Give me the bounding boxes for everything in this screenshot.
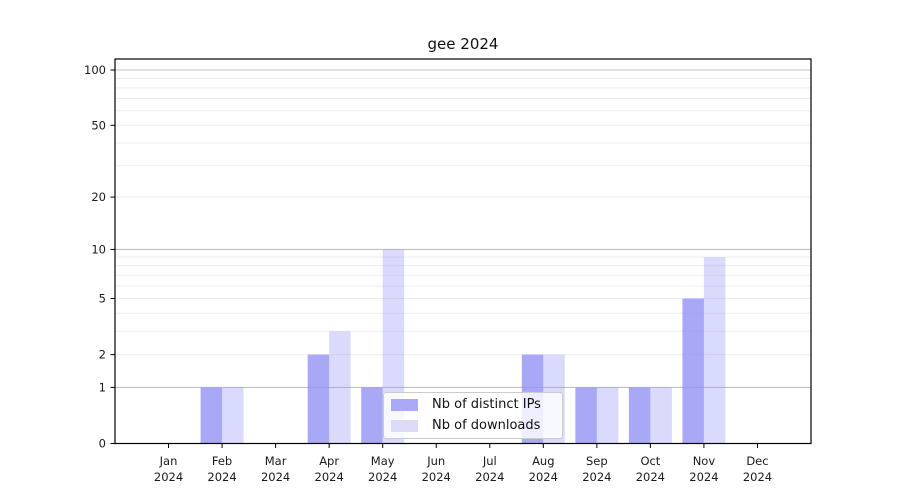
legend-item-distinct-ips: Nb of distinct IPs bbox=[389, 397, 556, 413]
x-tick-label-month: Jul bbox=[482, 454, 497, 468]
x-tick-label-month: Jan bbox=[159, 454, 178, 468]
x-tick-label-year: 2024 bbox=[529, 470, 558, 484]
x-tick-label-year: 2024 bbox=[475, 470, 504, 484]
chart-title: gee 2024 bbox=[427, 35, 499, 53]
x-tick-label-month: Sep bbox=[586, 454, 608, 468]
bar-downloads-nov bbox=[703, 257, 726, 444]
x-tick-label-month: Nov bbox=[693, 454, 716, 468]
plot-border bbox=[114, 58, 812, 445]
bar-downloads-oct bbox=[650, 387, 672, 444]
bar-downloads-apr bbox=[329, 331, 351, 444]
x-tick-label-year: 2024 bbox=[689, 470, 718, 484]
x-tick-label-year: 2024 bbox=[315, 470, 344, 484]
legend-item-downloads: Nb of downloads bbox=[389, 418, 556, 434]
bar-distinct-ips-sep bbox=[575, 387, 597, 444]
bar-distinct-ips-feb bbox=[200, 387, 223, 444]
y-tick-label: 1 bbox=[99, 380, 106, 394]
x-tick-label-year: 2024 bbox=[368, 470, 397, 484]
x-tick-label-month: Jun bbox=[426, 454, 445, 468]
bar-distinct-ips-apr bbox=[307, 354, 330, 444]
x-tick-label-month: Dec bbox=[746, 454, 768, 468]
x-tick-label-year: 2024 bbox=[422, 470, 451, 484]
x-tick-label-year: 2024 bbox=[743, 470, 772, 484]
bar-distinct-ips-oct bbox=[628, 387, 651, 444]
x-tick-label-month: Aug bbox=[532, 454, 554, 468]
y-tick-label: 2 bbox=[99, 348, 106, 362]
legend-swatch-downloads-icon bbox=[391, 420, 418, 432]
x-tick-label-year: 2024 bbox=[207, 470, 236, 484]
x-tick-label-year: 2024 bbox=[636, 470, 665, 484]
legend-label-distinct-ips: Nb of distinct IPs bbox=[432, 397, 541, 412]
x-tick-label-month: Oct bbox=[640, 454, 660, 468]
y-tick-label: 20 bbox=[91, 190, 106, 204]
x-tick-label-month: Feb bbox=[212, 454, 232, 468]
y-tick-label: 100 bbox=[84, 63, 106, 77]
y-tick-label: 50 bbox=[91, 118, 106, 132]
legend: Nb of distinct IPs Nb of downloads bbox=[383, 392, 563, 439]
x-tick-label-year: 2024 bbox=[154, 470, 183, 484]
bar-distinct-ips-nov bbox=[682, 298, 704, 444]
bar-downloads-feb bbox=[222, 387, 244, 444]
y-tick-label: 5 bbox=[99, 291, 106, 305]
y-tick-label: 10 bbox=[91, 242, 106, 256]
x-tick-label-month: Mar bbox=[265, 454, 287, 468]
bar-distinct-ips-may bbox=[361, 387, 383, 444]
x-tick-label-year: 2024 bbox=[261, 470, 290, 484]
x-tick-label-month: May bbox=[371, 454, 395, 468]
x-tick-label-year: 2024 bbox=[582, 470, 611, 484]
x-tick-label-month: Apr bbox=[319, 454, 339, 468]
y-tick-label: 0 bbox=[99, 437, 106, 451]
legend-swatch-distinct-ips-icon bbox=[391, 399, 418, 411]
legend-label-downloads: Nb of downloads bbox=[432, 418, 541, 433]
bar-downloads-sep bbox=[596, 387, 619, 444]
